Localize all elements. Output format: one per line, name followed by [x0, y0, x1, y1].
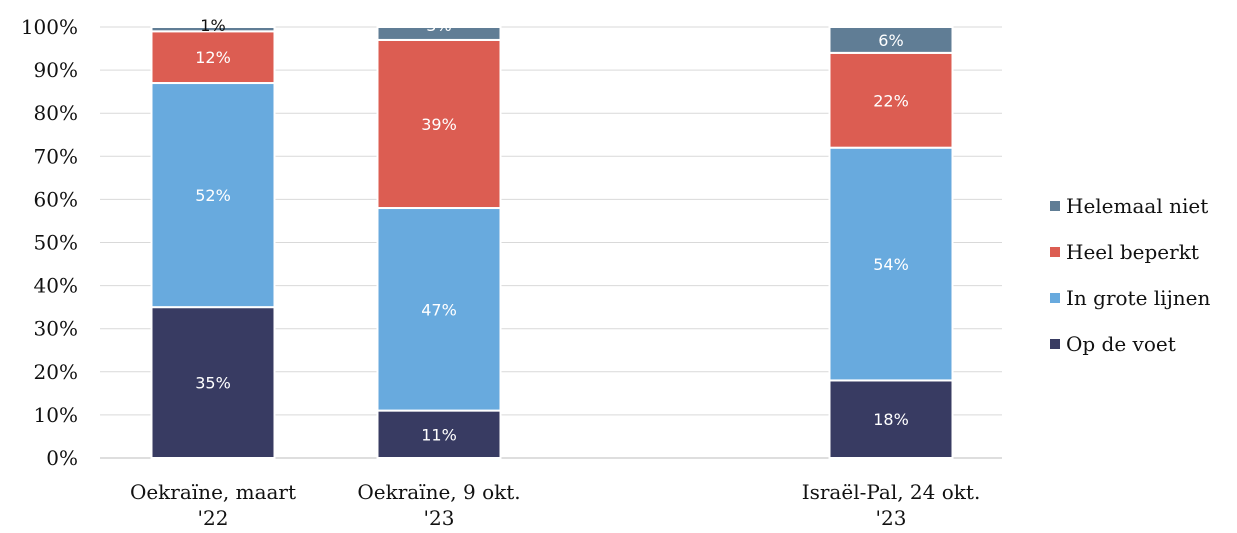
data-label: 22%	[873, 91, 909, 110]
bar-segment	[828, 146, 954, 382]
y-tick-label: 50%	[34, 231, 78, 255]
bars	[150, 26, 954, 460]
legend-label: Helemaal niet	[1066, 194, 1208, 218]
bar-segment	[150, 82, 276, 309]
y-tick-label: 20%	[34, 360, 78, 384]
y-tick-label: 0%	[46, 446, 78, 470]
x-category-label: Oekraïne, maart '22	[130, 480, 296, 529]
y-tick-label: 60%	[34, 187, 78, 211]
legend: Helemaal niet Heel beperkt In grote lijnen…	[1050, 194, 1210, 356]
data-label: 47%	[421, 300, 457, 319]
data-label: 3%	[426, 16, 451, 35]
y-tick-label: 40%	[34, 274, 78, 298]
legend-item: Heel beperkt	[1050, 240, 1199, 264]
y-tick-label: 30%	[34, 317, 78, 341]
bar-segment	[376, 26, 502, 41]
bar-segment	[376, 207, 502, 412]
y-axis-ticks: 0% 10% 20% 30% 40% 50% 60% 70% 80% 90% 100%	[21, 15, 78, 470]
bar-segment	[150, 30, 276, 85]
y-tick-label: 90%	[34, 58, 78, 82]
legend-item: In grote lijnen	[1050, 286, 1210, 310]
data-labels: 35% 52% 12% 1% 11% 47% 39% 3% 18% 54% 22% 6%	[195, 16, 909, 444]
y-tick-label: 10%	[34, 403, 78, 427]
data-label: 6%	[878, 31, 903, 50]
legend-swatch	[1050, 247, 1060, 257]
bar-segment	[376, 38, 502, 210]
legend-swatch	[1050, 201, 1060, 211]
data-label: 35%	[195, 374, 231, 393]
bar-segment	[150, 306, 276, 459]
y-tick-label: 100%	[21, 15, 78, 39]
legend-label: Op de voet	[1066, 332, 1176, 356]
data-label: 39%	[421, 115, 457, 134]
bar-segment	[150, 26, 276, 33]
x-category-label: Oekraïne, 9 okt. '23	[357, 480, 520, 529]
data-label: 12%	[195, 48, 231, 67]
x-category-label: Israël-Pal, 24 okt. '23	[802, 480, 981, 529]
legend-swatch	[1050, 339, 1060, 349]
data-label: 18%	[873, 410, 909, 429]
x-axis-categories: Oekraïne, maart '22 Oekraïne, 9 okt. '23 Isr…	[130, 480, 981, 530]
data-label: 11%	[421, 425, 457, 444]
legend-item: Op de voet	[1050, 332, 1176, 356]
bar-segment	[828, 379, 954, 460]
y-tick-label: 70%	[34, 144, 78, 168]
bar-segment	[828, 51, 954, 149]
bar-segment	[828, 26, 954, 54]
data-label: 1%	[200, 16, 225, 35]
legend-item: Helemaal niet	[1050, 194, 1208, 218]
legend-swatch	[1050, 293, 1060, 303]
data-label: 52%	[195, 186, 231, 205]
legend-label: In grote lijnen	[1066, 286, 1210, 310]
y-tick-label: 80%	[34, 101, 78, 125]
data-label: 54%	[873, 255, 909, 274]
legend-label: Heel beperkt	[1066, 240, 1199, 264]
